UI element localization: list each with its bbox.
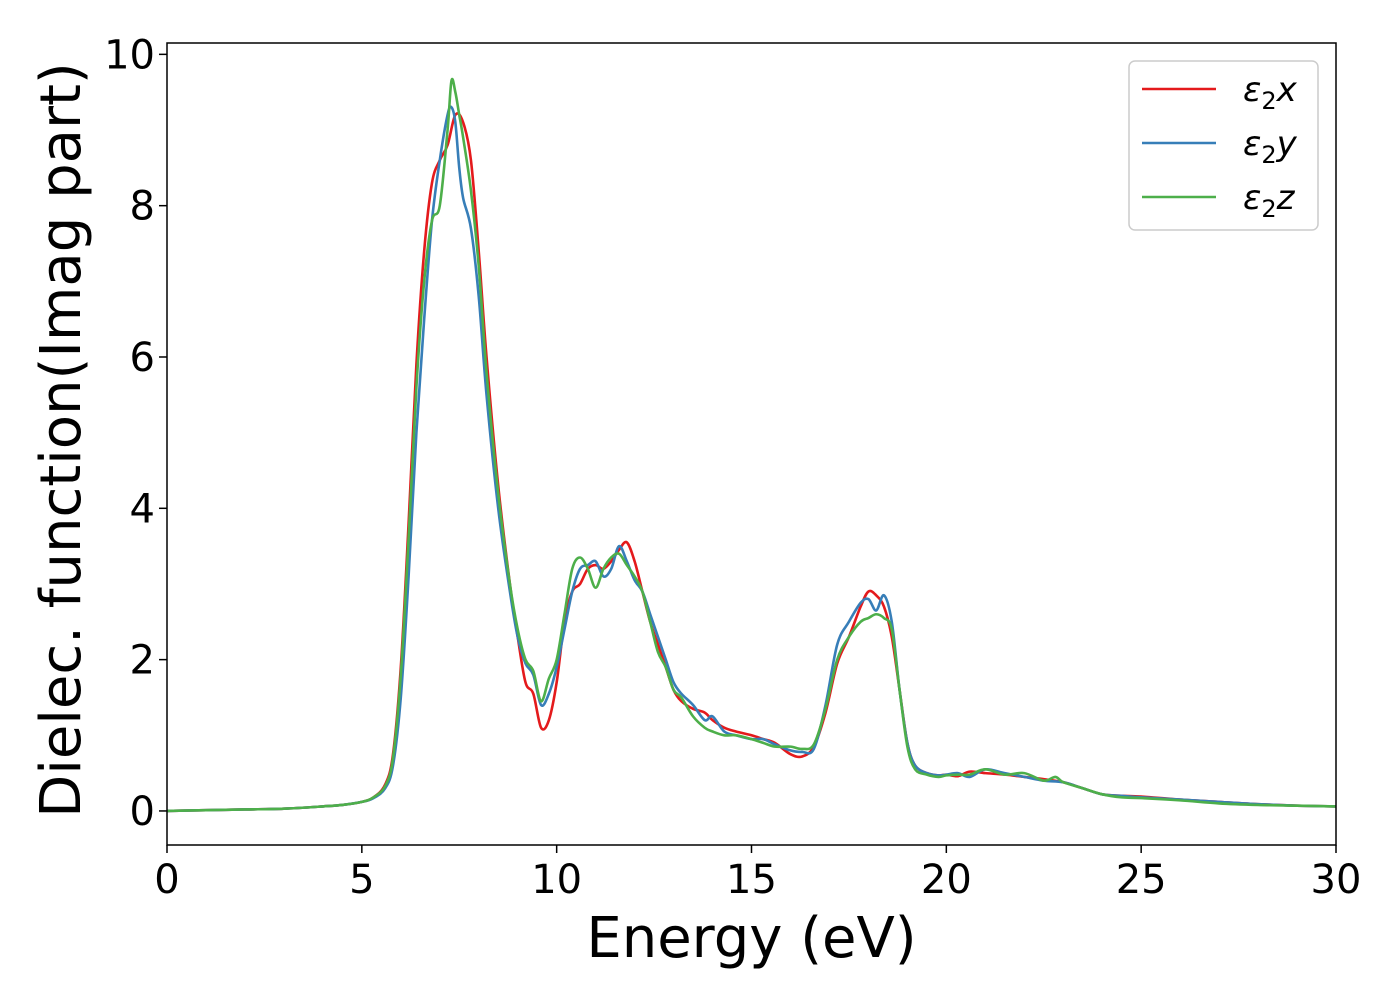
- legend-label-y: ε2y: [1243, 124, 1298, 169]
- series-layer: [167, 77, 1336, 813]
- series-line-z: [167, 77, 1336, 813]
- x-tick-label: 5: [349, 857, 374, 903]
- legend-box: [1128, 60, 1319, 231]
- legend-symbol: ε: [1243, 178, 1261, 218]
- x-axis-ticks: 0 5 10 15 20 25 30: [154, 845, 1361, 903]
- legend-subscript: 2: [1261, 141, 1276, 169]
- y-tick-label: 6: [130, 335, 155, 381]
- x-tick-label: 25: [1116, 857, 1167, 903]
- legend-label-z: ε2z: [1243, 178, 1296, 223]
- legend-label-x: ε2x: [1243, 70, 1298, 115]
- x-tick-label: 20: [921, 857, 972, 903]
- legend-suffix: y: [1276, 124, 1298, 164]
- y-tick-label: 4: [130, 486, 155, 532]
- y-axis-label: Dielec. function(Imag part): [29, 62, 94, 818]
- x-tick-label: 10: [531, 857, 582, 903]
- y-tick-label: 8: [130, 184, 155, 230]
- x-tick-label: 30: [1311, 857, 1362, 903]
- legend-symbol: ε: [1243, 70, 1261, 110]
- x-axis-label: Energy (eV): [586, 906, 916, 971]
- y-tick-label: 0: [130, 789, 155, 835]
- y-tick-label: 2: [130, 638, 155, 684]
- legend-subscript: 2: [1261, 195, 1276, 223]
- x-tick-label: 15: [726, 857, 777, 903]
- x-tick-label: 0: [154, 857, 179, 903]
- legend-suffix: z: [1276, 178, 1296, 218]
- legend-symbol: ε: [1243, 124, 1261, 164]
- legend-subscript: 2: [1261, 87, 1276, 115]
- legend-suffix: x: [1276, 70, 1298, 110]
- y-tick-label: 10: [104, 32, 155, 78]
- series-line-y: [167, 105, 1336, 813]
- y-axis-ticks: 0 2 4 6 8 10: [104, 32, 167, 835]
